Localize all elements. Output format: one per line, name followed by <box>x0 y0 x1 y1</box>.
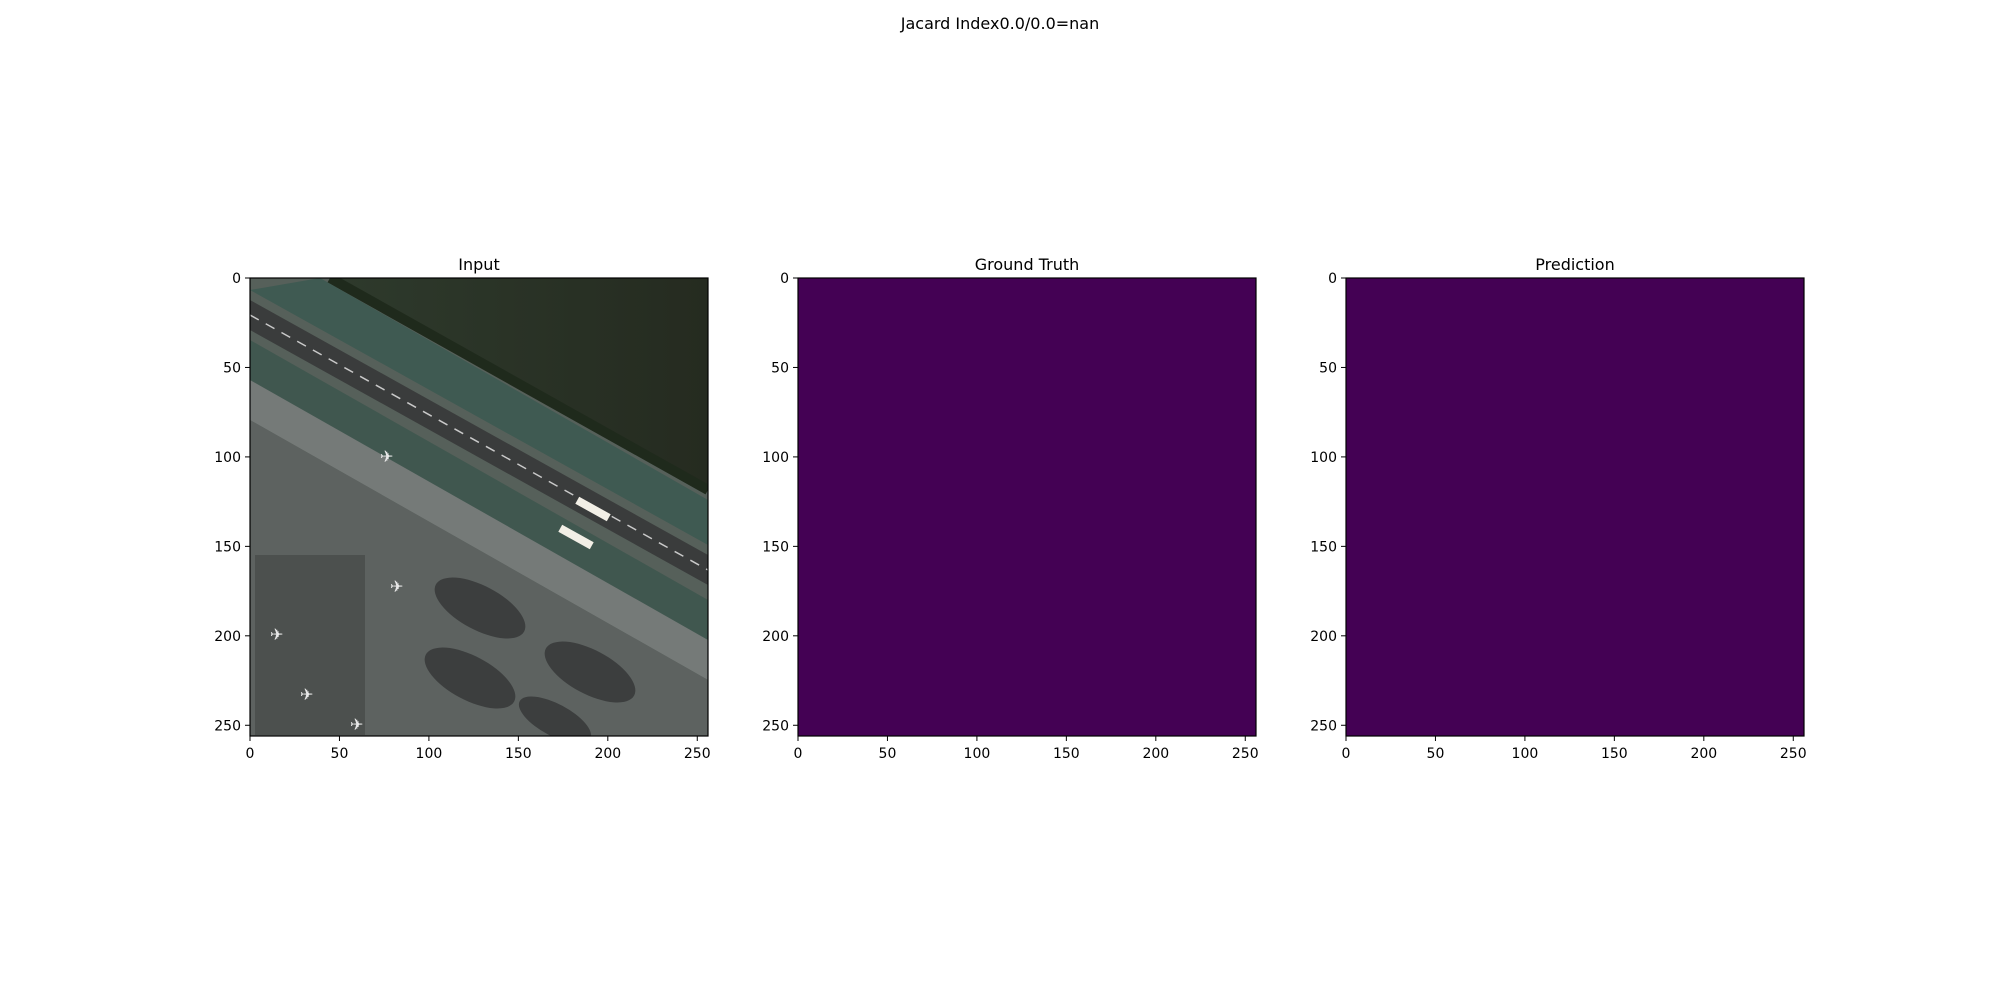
prediction-xtick-label: 100 <box>1512 746 1539 762</box>
prediction-title: Prediction <box>1535 255 1614 274</box>
parking-oval <box>434 577 526 639</box>
input-xtick-label: 100 <box>416 746 443 762</box>
airplane-icon: ✈ <box>350 715 363 734</box>
ground-truth-xtick-label: 100 <box>964 746 991 762</box>
input-xtick-label: 200 <box>594 746 621 762</box>
airplane-icon: ✈ <box>380 447 393 466</box>
ground-truth-ytick-label: 0 <box>780 271 789 287</box>
prediction-ytick-label: 0 <box>1328 271 1337 287</box>
prediction-xtick-label: 0 <box>1342 746 1351 762</box>
ground-truth-ytick-label: 200 <box>762 629 789 645</box>
parking-oval <box>424 647 516 709</box>
prediction-ytick-label: 100 <box>1310 450 1337 466</box>
input-xtick-label: 50 <box>331 746 349 762</box>
ground-truth-xtick-label: 0 <box>794 746 803 762</box>
ground-truth-mask-image <box>798 278 1256 736</box>
input-xtick-label: 0 <box>246 746 255 762</box>
input-xtick-label: 250 <box>684 746 711 762</box>
prediction-ytick-label: 200 <box>1310 629 1337 645</box>
input-ytick-label: 100 <box>214 450 241 466</box>
prediction-xtick-label: 150 <box>1601 746 1628 762</box>
airplane-icon: ✈ <box>270 625 283 644</box>
airplane-icon: ✈ <box>390 577 403 596</box>
input-xtick-label: 150 <box>505 746 532 762</box>
prediction-xtick-label: 200 <box>1690 746 1717 762</box>
taxiway <box>250 380 708 680</box>
grass-strip <box>250 340 708 650</box>
ground-truth-axes-frame <box>797 277 1257 737</box>
ground-truth-xtick-label: 150 <box>1053 746 1080 762</box>
parking-oval <box>518 696 592 736</box>
ground-truth-title: Ground Truth <box>975 255 1080 274</box>
runway-marking <box>575 496 611 522</box>
prediction-ytick-label: 250 <box>1310 718 1337 734</box>
input-title: Input <box>458 255 499 274</box>
ground-truth-ytick-label: 250 <box>762 718 789 734</box>
prediction-xtick-label: 50 <box>1427 746 1445 762</box>
ground-truth-ytick-label: 150 <box>762 539 789 555</box>
shoreline <box>327 278 708 495</box>
ground-truth-ytick-label: 50 <box>771 360 789 376</box>
prediction-axes-frame <box>1345 277 1805 737</box>
parking-oval <box>544 641 636 703</box>
ground-truth-xtick-label: 250 <box>1232 746 1259 762</box>
runway-centerline <box>250 314 708 571</box>
input-ytick-label: 0 <box>232 271 241 287</box>
ground-truth-xtick-label: 50 <box>879 746 897 762</box>
prediction-ytick-label: 150 <box>1310 539 1337 555</box>
input-ytick-label: 50 <box>223 360 241 376</box>
airplane-icon: ✈ <box>300 685 313 704</box>
input-ytick-label: 200 <box>214 629 241 645</box>
prediction-mask-image <box>1346 278 1804 736</box>
figure-suptitle: Jacard Index0.0/0.0=nan <box>900 14 1100 33</box>
input-axes-frame <box>249 277 709 737</box>
input-ytick-label: 150 <box>214 539 241 555</box>
input-aerial-image: ✈ ✈ ✈ ✈ ✈ <box>250 278 708 736</box>
ground-truth-xtick-label: 200 <box>1142 746 1169 762</box>
runway-marking <box>558 524 594 550</box>
terminal-building <box>255 555 365 735</box>
input-ytick-label: 250 <box>214 718 241 734</box>
grass-strip <box>250 278 708 545</box>
prediction-xtick-label: 250 <box>1780 746 1807 762</box>
prediction-ytick-label: 50 <box>1319 360 1337 376</box>
ground-truth-ytick-label: 100 <box>762 450 789 466</box>
